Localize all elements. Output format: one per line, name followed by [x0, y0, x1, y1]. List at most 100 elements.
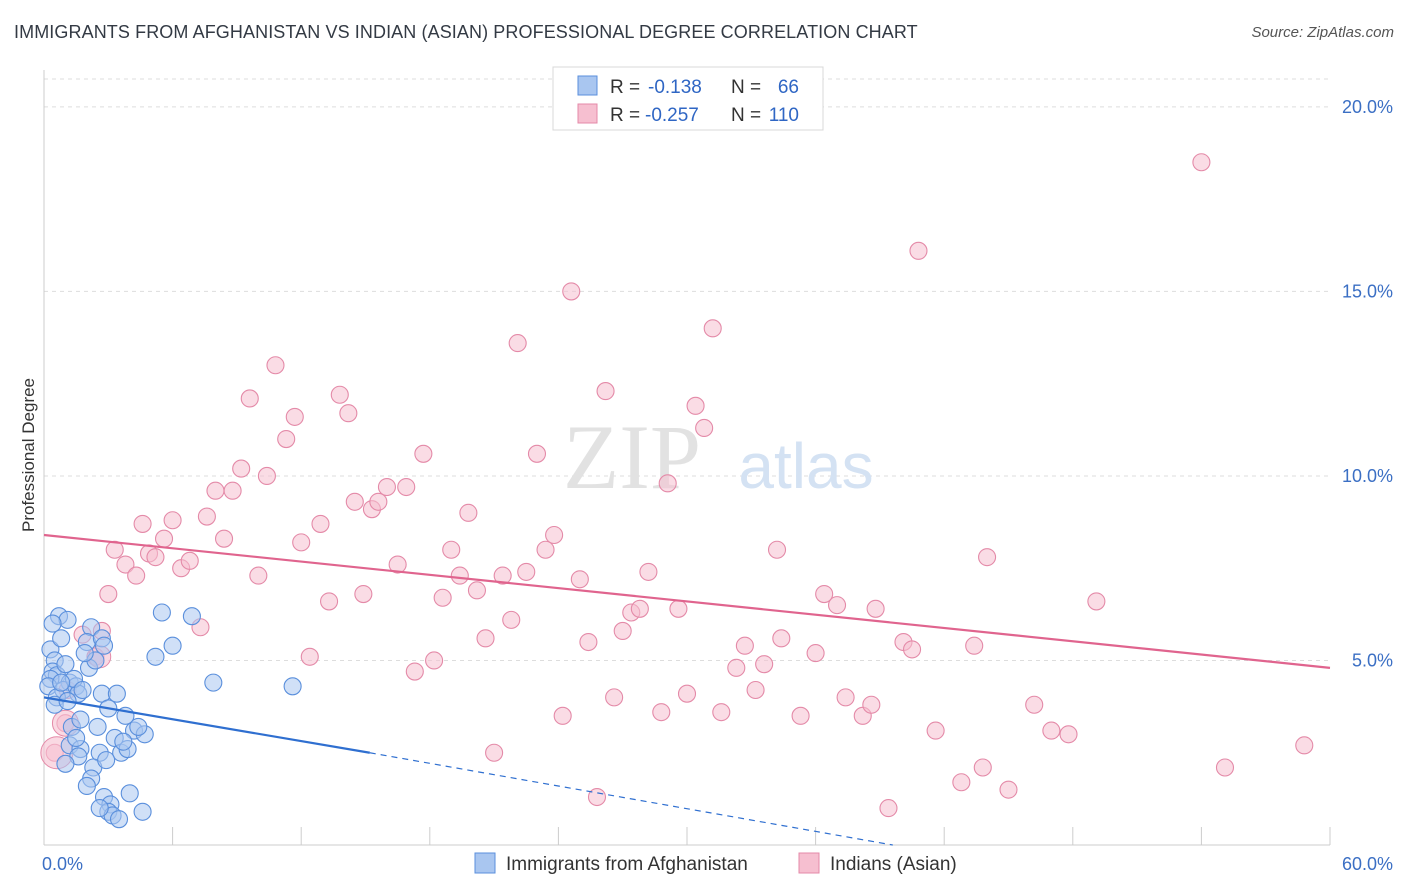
legend-r-label: R = — [610, 77, 640, 98]
watermark-atlas: atlas — [738, 430, 873, 502]
y-tick-label: 10.0% — [1342, 466, 1393, 486]
indian-point-10 — [133, 514, 152, 533]
legend-swatch-pink — [577, 103, 598, 124]
legend-r-label: R = — [610, 105, 640, 126]
indian-point-21 — [223, 481, 242, 500]
indian-point-50 — [476, 629, 495, 648]
afghan-point-54 — [75, 644, 94, 663]
indian-point-105 — [1087, 592, 1106, 611]
top-legend: R = -0.138 N = 66 R = -0.257 N = 110 — [552, 66, 824, 131]
indian-point-47 — [450, 566, 469, 585]
y-tick-label: 20.0% — [1342, 97, 1393, 117]
indian-point-39 — [377, 477, 396, 497]
indian-point-76 — [703, 319, 722, 338]
series-indians-asian — [40, 153, 1314, 818]
afghan-point-37 — [109, 810, 129, 829]
y-tick-label: 15.0% — [1342, 281, 1393, 301]
indian-point-106 — [1192, 153, 1211, 172]
indian-point-35 — [345, 492, 364, 511]
legend-n-value: 66 — [778, 77, 799, 98]
indian-point-86 — [815, 584, 834, 604]
indian-point-54 — [508, 334, 527, 353]
afghan-point-48 — [182, 607, 201, 626]
legend-n-value: 110 — [769, 105, 799, 126]
afghan-point-50 — [283, 677, 302, 696]
afghan-point-41 — [107, 684, 126, 703]
indian-point-27 — [277, 429, 296, 449]
indian-point-65 — [605, 688, 624, 707]
indian-point-102 — [1025, 695, 1044, 714]
indian-point-36 — [354, 584, 373, 604]
tick-labels: 5.0% 10.0% 15.0% 20.0% 0.0% 60.0% — [42, 97, 1393, 874]
afghan-point-51 — [56, 754, 75, 773]
indian-point-45 — [433, 588, 452, 607]
indian-point-91 — [866, 599, 885, 618]
indian-point-103 — [1042, 721, 1061, 740]
indian-point-64 — [596, 382, 615, 401]
afghan-point-8 — [58, 610, 77, 629]
indian-point-84 — [791, 706, 810, 725]
indian-point-88 — [836, 688, 855, 707]
afghan-point-17 — [71, 710, 90, 729]
indian-point-19 — [206, 481, 225, 500]
trend-line-afghanistan — [43, 696, 370, 754]
afghan-point-28 — [88, 717, 107, 736]
indian-point-83 — [767, 540, 787, 559]
bottom-legend: Immigrants from Afghanistan Indians (Asi… — [474, 852, 957, 875]
afghan-point-59 — [97, 751, 116, 770]
afghan-point-26 — [94, 636, 114, 655]
legend-swatch-blue — [577, 75, 598, 96]
indian-point-73 — [677, 684, 697, 703]
indian-point-31 — [311, 514, 330, 533]
indian-point-8 — [116, 555, 135, 574]
indian-point-53 — [502, 610, 521, 629]
trend-line-afghanistan-extension — [369, 752, 893, 846]
indian-point-40 — [388, 555, 407, 574]
indian-point-30 — [300, 647, 319, 666]
source-label: Source: ZipAtlas.com — [1251, 24, 1394, 41]
indian-point-94 — [902, 640, 922, 659]
indian-point-99 — [973, 758, 992, 777]
bottom-legend-label: Indians (Asian) — [830, 854, 957, 875]
series-afghanistan — [39, 603, 302, 829]
indian-point-108 — [1295, 736, 1314, 755]
legend-n-label: N = — [731, 77, 761, 98]
afghan-point-56 — [120, 784, 139, 803]
indian-point-25 — [257, 466, 276, 486]
bottom-legend-swatch-pink — [798, 852, 820, 874]
legend-n-label: N = — [731, 105, 761, 126]
indian-point-55 — [517, 562, 536, 581]
chart-title: IMMIGRANTS FROM AFGHANISTAN VS INDIAN (A… — [14, 22, 918, 42]
indian-point-49 — [467, 581, 487, 600]
legend-r-value: -0.257 — [645, 105, 699, 126]
indian-point-101 — [999, 780, 1018, 799]
indian-point-48 — [459, 503, 478, 522]
indian-point-52 — [493, 566, 512, 585]
indian-point-82 — [772, 629, 791, 648]
indian-point-13 — [154, 529, 174, 548]
indian-point-12 — [146, 548, 165, 567]
indian-point-16 — [180, 551, 199, 570]
bottom-legend-swatch-blue — [474, 852, 496, 874]
x-tick-label: 0.0% — [42, 854, 83, 874]
indian-point-20 — [214, 529, 234, 548]
indian-point-81 — [755, 655, 774, 674]
y-axis-label: Professional Degree — [19, 378, 38, 532]
indian-point-42 — [405, 662, 424, 681]
indian-point-68 — [630, 599, 649, 618]
indian-point-63 — [587, 787, 607, 807]
indian-point-104 — [1059, 725, 1078, 744]
indian-point-71 — [658, 474, 677, 493]
afghan-point-49 — [204, 673, 223, 692]
y-tick-label: 5.0% — [1352, 650, 1393, 670]
bottom-legend-label: Immigrants from Afghanistan — [506, 854, 748, 875]
indian-point-56 — [527, 444, 547, 463]
watermark-zip: ZIP — [563, 406, 701, 508]
indian-point-69 — [639, 562, 658, 581]
indian-point-34 — [339, 404, 358, 423]
x-tick-label: 60.0% — [1342, 854, 1393, 874]
indian-point-59 — [553, 706, 572, 725]
indian-point-43 — [414, 444, 433, 463]
afghan-point-61 — [43, 614, 62, 633]
